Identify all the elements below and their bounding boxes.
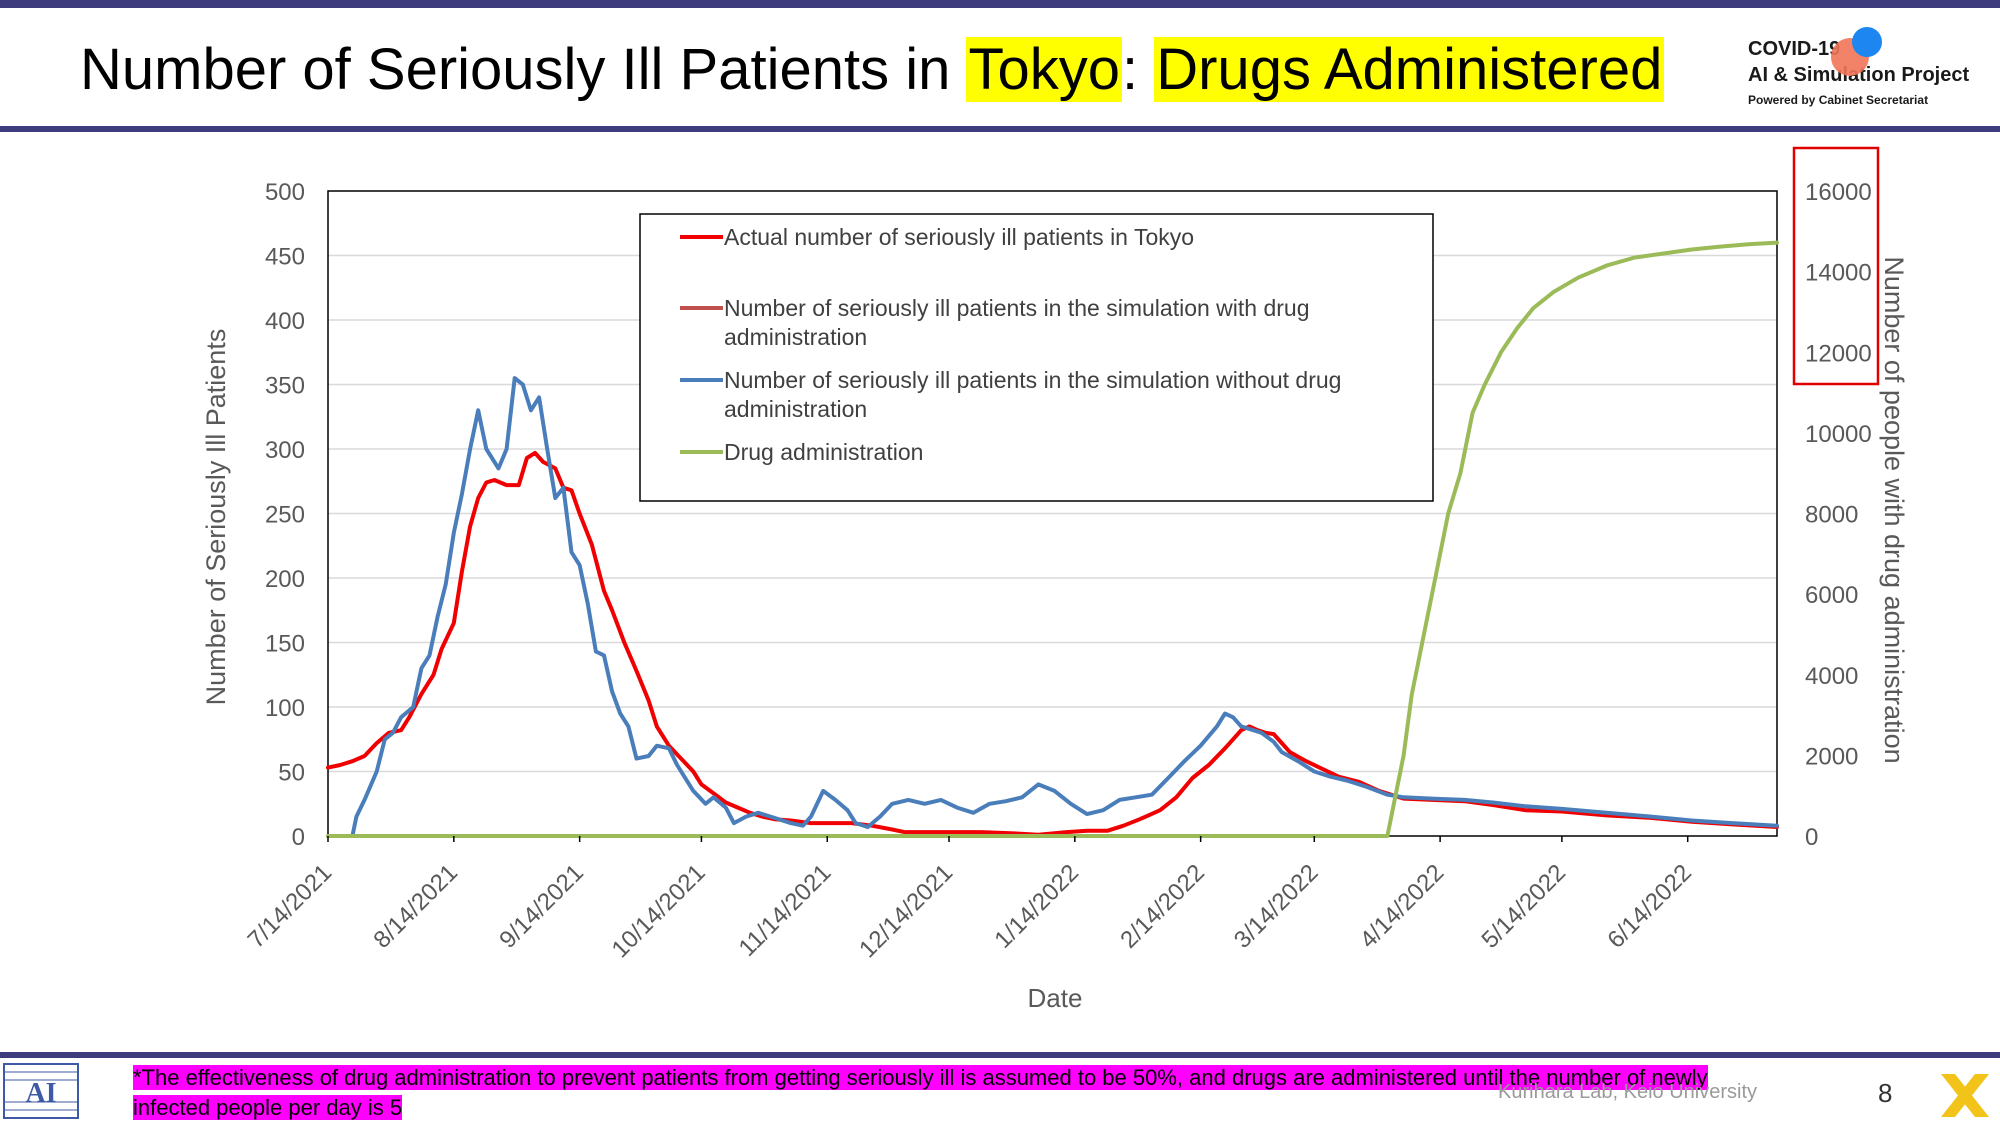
slide-title: Number of Seriously Ill Patients in Toky… [80, 30, 1665, 110]
y-tick-label-350: 350 [265, 373, 305, 400]
x-tick-label-7: 2/14/2022 [1115, 859, 1210, 954]
y2-tick-label-6000: 6000 [1805, 582, 1858, 609]
logo-line-powered: Powered by Cabinet Secretariat [1748, 93, 1929, 107]
x-tick-label-6: 1/14/2022 [989, 859, 1084, 954]
y-tick-label-300: 300 [265, 437, 305, 464]
series-line-0 [326, 450, 1779, 837]
y2-tick-label-12000: 12000 [1805, 340, 1872, 367]
x-tick-label-11: 6/14/2022 [1602, 859, 1697, 954]
line-chart: 0 50 100 150 200 250 300 350 400 450 500 0 2000 4000 6… [201, 146, 1909, 1013]
footnote-text: *The effectiveness of drug administratio… [133, 1065, 1708, 1120]
x-tick-label-2: 9/14/2021 [494, 859, 589, 954]
y-tick-label-0: 0 [292, 824, 305, 851]
y2-tick-label-10000: 10000 [1805, 421, 1872, 448]
lab-logo-text: AI [25, 1078, 56, 1109]
x-tick-label-8: 3/14/2022 [1229, 859, 1324, 954]
y-tick-label-250: 250 [265, 502, 305, 529]
y-tick-label-150: 150 [265, 631, 305, 658]
x-tick-label-0: 7/14/2021 [243, 859, 338, 954]
y2-tick-label-16000: 16000 [1805, 179, 1872, 206]
y2-tick-label-0: 0 [1805, 824, 1818, 851]
x-tick-label-5: 12/14/2021 [854, 859, 958, 963]
top-accent-bar [0, 0, 2000, 8]
x-tick-label-4: 11/14/2021 [734, 859, 837, 962]
y-tick-label-200: 200 [265, 566, 305, 593]
title-separator: : [1122, 37, 1155, 102]
x-brand-icon [1941, 1074, 1989, 1117]
series-layer [326, 240, 1779, 838]
y-tick-label-100: 100 [265, 695, 305, 722]
y-axis-title: Number of Seriously Ill Patients [201, 329, 231, 706]
x-tick-label-10: 5/14/2022 [1477, 859, 1572, 954]
y-tick-label-400: 400 [265, 308, 305, 335]
x-axis-title: Date [1028, 983, 1083, 1013]
header-divider [0, 126, 2000, 132]
logo-blue-dot-icon [1852, 27, 1882, 57]
legend-label-0: Actual number of seriously ill patients … [724, 224, 1194, 250]
y-tick-label-50: 50 [278, 760, 305, 787]
legend-label-1: Number of seriously ill patients in the … [724, 295, 1310, 350]
y2-axis-title: Number of people with drug administratio… [1879, 256, 1909, 763]
covid-project-logo: COVID-19 AI & Simulation Project Powered… [1745, 27, 1985, 115]
x-tick-label-9: 4/14/2022 [1355, 859, 1450, 954]
series-line-3 [326, 240, 1779, 838]
legend: Actual number of seriously ill patients … [639, 213, 1434, 502]
title-prefix: Number of Seriously Ill Patients in [80, 37, 967, 102]
y2-tick-label-8000: 8000 [1805, 502, 1858, 529]
y-tick-label-500: 500 [265, 179, 305, 206]
credit-text: Kurihara Lab, Keio University [1498, 1081, 1758, 1103]
legend-label-3: Drug administration [724, 439, 923, 465]
y2-highlight-box [1792, 146, 1880, 386]
page-number: 8 [1878, 1078, 1893, 1108]
footnote: *The effectiveness of drug administratio… [133, 1063, 1733, 1123]
legend-box [639, 213, 1434, 502]
title-highlight-drugs: Drugs Administered [1154, 37, 1665, 102]
y2-tick-label-14000: 14000 [1805, 260, 1872, 287]
keio-lab-logo: AI [3, 1063, 79, 1119]
x-tick-label-3: 10/14/2021 [607, 859, 711, 963]
footer-divider [0, 1052, 2000, 1058]
series-line-2 [326, 376, 1779, 838]
y2-tick-label-4000: 4000 [1805, 663, 1858, 690]
title-highlight-tokyo: Tokyo [966, 37, 1122, 102]
legend-label-2: Number of seriously ill patients in the … [724, 367, 1341, 422]
logo-line-covid: COVID-19 [1748, 38, 1841, 60]
x-tick-label-1: 8/14/2021 [368, 859, 463, 954]
y2-tick-label-2000: 2000 [1805, 743, 1858, 770]
logo-line-project: AI & Simulation Project [1748, 64, 1970, 86]
y-tick-label-450: 450 [265, 244, 305, 271]
